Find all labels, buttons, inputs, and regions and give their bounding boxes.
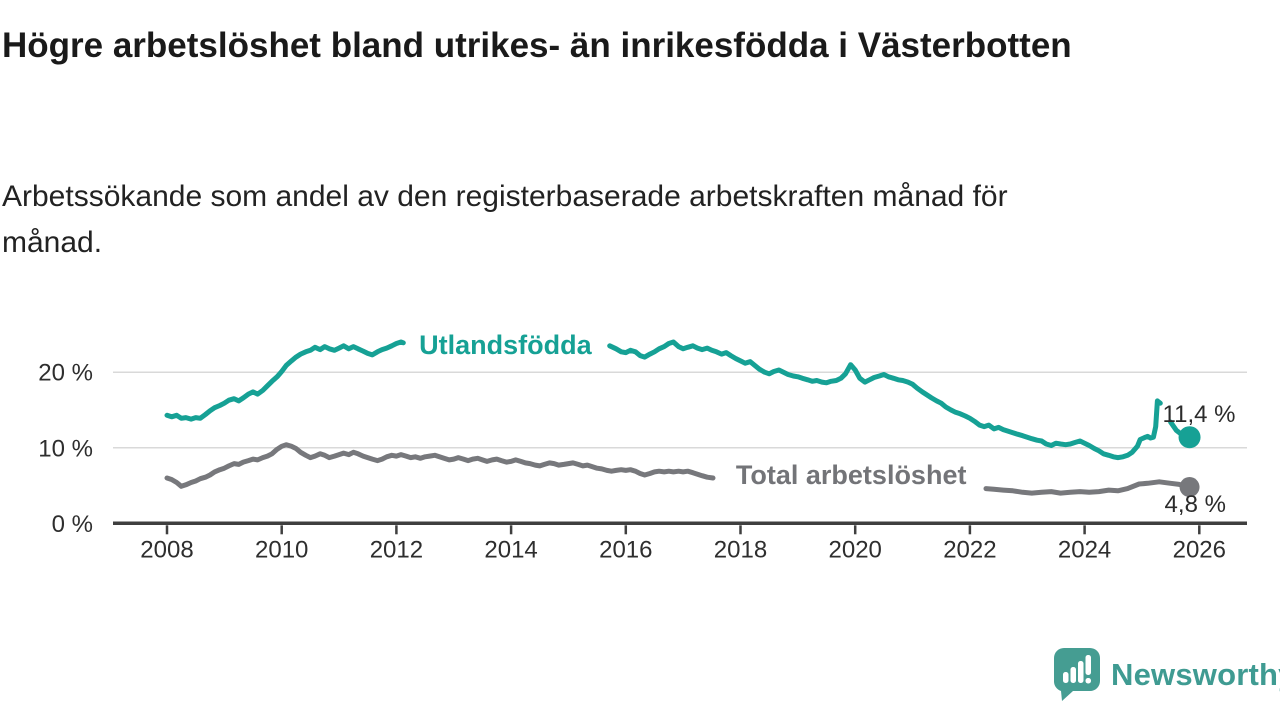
x-axis-label: 2010 [255,536,308,563]
end-dot [1179,477,1200,498]
page-title: Högre arbetslöshet bland utrikes- än inr… [2,26,1072,65]
x-axis-label: 2008 [140,536,193,563]
x-axis-label: 2014 [484,536,537,563]
x-axis-label: 2024 [1058,536,1111,563]
chart-subtitle: Arbetssökande som andel av den registerb… [2,180,1008,259]
x-axis-label: 2020 [829,536,882,563]
series-line-utlandsfodda [164,339,406,422]
series-line-total [164,442,716,489]
series-line-total [983,479,1193,496]
final-value-label: 4,8 % [1165,491,1226,518]
x-axis-label: 2026 [1173,536,1226,563]
x-axis-label: 2022 [943,536,996,563]
x-axis-label: 2012 [370,536,423,563]
x-axis-label: 2016 [599,536,652,563]
y-axis-label: 0 % [52,511,93,538]
y-axis-label: 10 % [38,435,93,462]
newsworthy-wordmark: Newsworthy [1111,657,1280,692]
y-axis-label: 20 % [38,360,93,387]
final-value-label: 11,4 % [1163,401,1236,428]
series-line-utlandsfodda [607,339,1163,461]
end-dot [1178,426,1201,449]
newsworthy-branding: Newsworthy [1054,648,1280,702]
series-label: Utlandsfödda [419,330,592,360]
x-axis-label: 2018 [714,536,767,563]
newsworthy-logo-icon [1054,648,1100,701]
series-label: Total arbetslöshet [736,460,967,490]
